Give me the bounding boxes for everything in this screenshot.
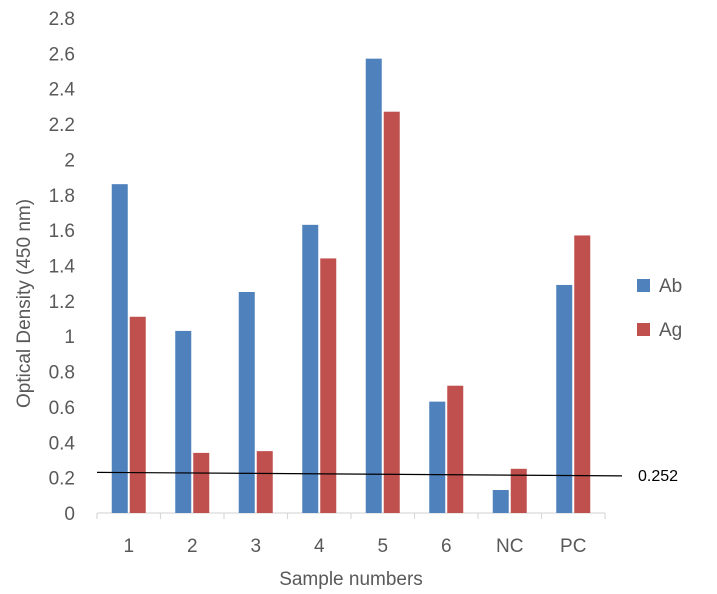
y-tick-label: 1.4	[49, 257, 76, 278]
y-tick-label: 0	[64, 504, 75, 525]
bar-ab-4	[302, 224, 319, 513]
x-tick-label: 1	[123, 536, 134, 557]
y-tick-label: 1.2	[49, 292, 75, 313]
bar-ag-2	[193, 452, 210, 513]
y-tick-label: 0.8	[49, 363, 75, 384]
y-tick-label: 1.6	[49, 221, 75, 242]
bar-ab-6	[429, 401, 446, 513]
threshold-label: 0.252	[638, 468, 678, 485]
bar-ag-5	[383, 111, 400, 514]
bar-ab-5	[365, 58, 382, 514]
y-tick-label: 2.2	[49, 115, 75, 136]
bar-ab-3	[238, 292, 255, 513]
y-tick-label: 2.4	[49, 80, 76, 101]
x-tick-label: 4	[314, 536, 325, 557]
x-tick-label: 5	[377, 536, 388, 557]
bar-ag-3	[256, 451, 273, 513]
x-axis-title: Sample numbers	[279, 569, 423, 590]
legend: Ab Ag	[637, 276, 682, 341]
legend-label-ag: Ag	[659, 320, 682, 341]
y-tick-label: 1.8	[49, 186, 75, 207]
bar-ab-1	[111, 184, 128, 513]
y-tick-label: 0.2	[49, 469, 75, 490]
y-tick-label: 2.8	[49, 9, 75, 30]
bar-ag-6	[447, 385, 464, 513]
x-axis	[96, 512, 606, 519]
threshold-line	[96, 471, 623, 477]
x-tick-label: NC	[496, 536, 523, 557]
bar-ag-1	[129, 316, 146, 513]
x-tick-label: 6	[441, 536, 452, 557]
y-tick-label: 2.6	[49, 44, 75, 65]
y-axis-ticks: 0 0.2 0.4 0.6 0.8 1 1.2 1.4 1.6 1.8 2 2.2 2.4 2.6 2.8	[49, 9, 76, 525]
y-tick-label: 0.4	[49, 433, 76, 454]
bars	[111, 58, 591, 514]
bar-ag-nc	[510, 468, 527, 513]
y-axis-title: Optical Density (450 nm)	[14, 199, 35, 408]
bar-ag-pc	[574, 235, 591, 514]
x-tick-label: PC	[560, 536, 586, 557]
y-tick-label: 1	[64, 327, 75, 348]
y-tick-label: 2	[64, 150, 75, 171]
x-tick-label: 3	[250, 536, 261, 557]
bar-ab-2	[175, 330, 192, 513]
y-tick-label: 0.6	[49, 398, 75, 419]
x-tick-label: 2	[187, 536, 198, 557]
x-axis-ticks: 1 2 3 4 5 6 NC PC	[123, 536, 586, 557]
bar-ag-4	[320, 258, 337, 513]
legend-swatch-ab	[637, 279, 650, 292]
bar-ab-nc	[492, 490, 509, 513]
bar-ab-pc	[556, 284, 573, 513]
legend-swatch-ag	[637, 323, 650, 336]
legend-label-ab: Ab	[659, 276, 682, 297]
